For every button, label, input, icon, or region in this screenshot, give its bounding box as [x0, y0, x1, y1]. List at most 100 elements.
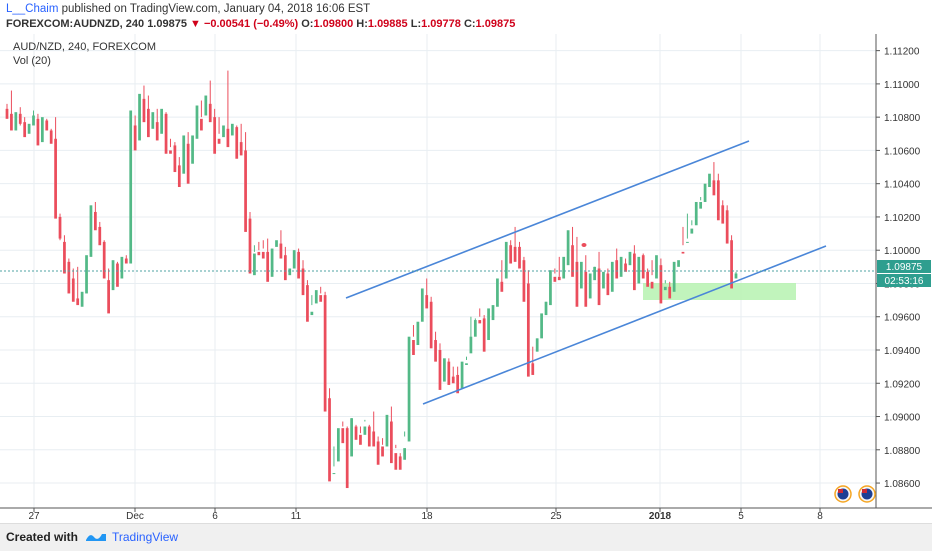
- flag-au-icon[interactable]: [834, 485, 852, 503]
- candle: [270, 248, 274, 277]
- candle: [734, 271, 738, 279]
- upper-trendline[interactable]: [345, 140, 750, 299]
- candle: [699, 196, 703, 209]
- open-label: O:: [301, 18, 314, 30]
- candle: [45, 118, 49, 131]
- candle: [571, 226, 574, 277]
- candle: [487, 308, 490, 341]
- candle: [261, 240, 265, 259]
- candle: [394, 444, 398, 470]
- candle: [712, 162, 716, 196]
- candle: [473, 318, 477, 337]
- candle: [89, 205, 93, 257]
- x-tick-label: 18: [421, 511, 433, 522]
- candle: [217, 117, 221, 144]
- candle: [730, 235, 733, 289]
- candle: [615, 248, 619, 279]
- candle: [593, 266, 596, 281]
- price-badges: 1.09875 02:53:16: [877, 260, 931, 287]
- candle: [120, 256, 124, 279]
- high-label: H:: [356, 18, 368, 30]
- flag-nz-icon[interactable]: [858, 485, 876, 503]
- candle: [420, 288, 424, 322]
- legend-indicator: Vol (20): [13, 55, 51, 67]
- candle: [40, 117, 44, 143]
- candle: [500, 260, 504, 292]
- tradingview-logo-icon[interactable]: [84, 530, 108, 544]
- candle: [491, 305, 495, 321]
- candle: [208, 80, 212, 123]
- y-tick-label: 1.11200: [884, 47, 920, 58]
- support-zone[interactable]: [643, 283, 796, 300]
- candlestick-chart[interactable]: 1.11200 1.11000 1.10800 1.10600 1.10400 1.102…: [0, 34, 932, 523]
- footer-bar: Created with TradingView: [0, 523, 932, 551]
- candle: [372, 411, 376, 447]
- y-tick-label: 1.08600: [884, 479, 921, 490]
- candle: [138, 93, 141, 141]
- candle: [637, 256, 641, 284]
- candle: [526, 270, 530, 377]
- candle: [721, 200, 725, 224]
- candle: [549, 270, 552, 306]
- ohlc-line: FOREXCOM:AUDNZD, 240 1.09875 ▼ −0.00541 …: [6, 18, 515, 30]
- candle: [191, 135, 194, 164]
- candle: [111, 260, 115, 291]
- candle: [509, 240, 513, 264]
- x-tick-label: 2018: [649, 511, 672, 522]
- y-tick-label: 1.10400: [884, 180, 921, 191]
- open-value: 1.09800: [313, 18, 354, 30]
- candle: [186, 132, 190, 184]
- candle: [465, 356, 468, 365]
- low-value: 1.09778: [421, 18, 461, 30]
- candle: [332, 446, 336, 475]
- footer-brand-link[interactable]: TradingView: [112, 530, 179, 544]
- candle: [314, 290, 318, 304]
- candle: [328, 388, 331, 482]
- candle: [169, 138, 172, 154]
- candle: [279, 230, 283, 259]
- timer-badge-text: 02:53:16: [885, 276, 924, 287]
- candle: [266, 238, 270, 282]
- candle: [531, 346, 535, 375]
- candle: [275, 240, 278, 247]
- candle: [610, 261, 614, 292]
- candle: [160, 108, 164, 134]
- event-marker-dot[interactable]: [581, 243, 587, 247]
- close-value: 1.09875: [475, 18, 516, 30]
- candle: [292, 250, 296, 269]
- candle: [496, 278, 499, 307]
- candle: [619, 256, 623, 277]
- candle: [535, 338, 539, 352]
- lower-trendline[interactable]: [422, 245, 827, 405]
- candle: [663, 280, 667, 291]
- candle: [5, 103, 9, 119]
- candle: [429, 296, 433, 349]
- candle: [345, 426, 349, 489]
- candle: [319, 286, 323, 302]
- candle: [725, 205, 729, 244]
- candle: [443, 358, 446, 382]
- y-tick-label: 1.10000: [884, 246, 921, 257]
- candle: [116, 261, 119, 287]
- candle: [102, 240, 106, 279]
- candle: [544, 301, 548, 316]
- candle: [416, 321, 420, 346]
- time-axis[interactable]: 27 Dec 6 11 18 25 2018 5 8: [0, 507, 932, 522]
- candle: [456, 366, 460, 394]
- candle: [650, 260, 654, 289]
- author-link[interactable]: L__Chaim: [6, 3, 59, 15]
- candle: [49, 128, 53, 144]
- candle: [381, 438, 384, 457]
- candle: [195, 105, 199, 139]
- y-tick-label: 1.10800: [884, 113, 921, 124]
- candles: [5, 70, 738, 489]
- candle: [575, 236, 579, 307]
- candle: [606, 268, 610, 296]
- candle: [129, 110, 133, 264]
- candle: [147, 95, 150, 138]
- candle: [27, 123, 31, 134]
- y-tick-label: 1.10200: [884, 213, 921, 224]
- candle: [200, 100, 203, 131]
- candle: [694, 201, 698, 226]
- candle: [659, 258, 663, 304]
